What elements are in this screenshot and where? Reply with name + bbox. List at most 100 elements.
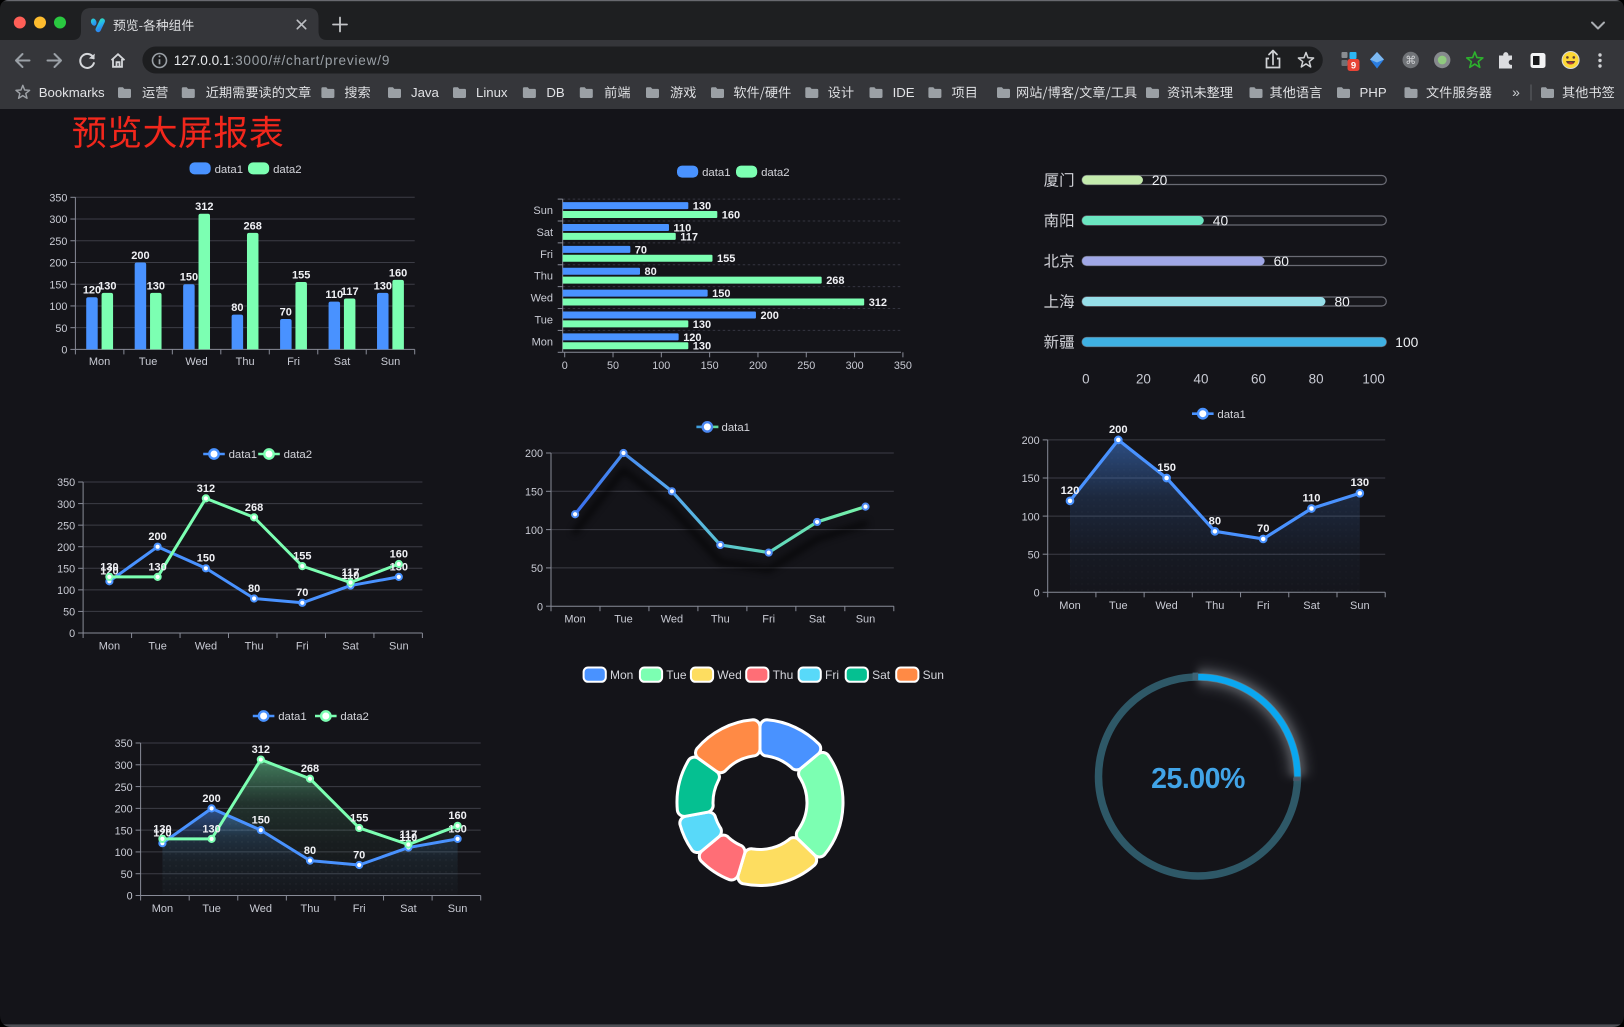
svg-text:130: 130 xyxy=(693,201,711,213)
svg-text:200: 200 xyxy=(131,250,149,262)
svg-text:25.00%: 25.00% xyxy=(1151,763,1245,795)
svg-text:70: 70 xyxy=(353,849,365,861)
svg-text:50: 50 xyxy=(63,607,75,619)
svg-text:20: 20 xyxy=(1152,173,1168,188)
svg-text:50: 50 xyxy=(607,360,619,372)
svg-text:0: 0 xyxy=(127,891,133,903)
svg-text:200: 200 xyxy=(1022,435,1040,447)
svg-text:Sat: Sat xyxy=(872,668,891,682)
svg-text:100: 100 xyxy=(1362,372,1384,387)
svg-text:350: 350 xyxy=(57,477,75,489)
svg-text:Sat: Sat xyxy=(400,903,417,915)
svg-text:70: 70 xyxy=(296,587,308,599)
svg-text:Sun: Sun xyxy=(533,205,553,217)
svg-text:80: 80 xyxy=(1335,295,1351,310)
svg-text:Mon: Mon xyxy=(99,641,120,653)
svg-text:Linux: Linux xyxy=(476,85,508,100)
svg-text:Wed: Wed xyxy=(250,903,272,915)
svg-text:40: 40 xyxy=(1213,214,1229,229)
svg-text:130: 130 xyxy=(693,341,711,353)
svg-text:Java: Java xyxy=(411,85,440,100)
svg-text:350: 350 xyxy=(894,360,912,372)
svg-text:data1: data1 xyxy=(229,449,258,461)
svg-text:200: 200 xyxy=(148,531,166,543)
svg-text:80: 80 xyxy=(248,583,260,595)
svg-text:Sun: Sun xyxy=(856,614,876,626)
svg-text:130: 130 xyxy=(100,561,118,573)
svg-text:268: 268 xyxy=(245,502,263,514)
svg-text:70: 70 xyxy=(1257,523,1269,535)
svg-text:100: 100 xyxy=(1022,511,1040,523)
svg-text:150: 150 xyxy=(57,564,75,576)
svg-text:60: 60 xyxy=(1251,372,1266,387)
svg-text:127.0.0.1:3000/#/chart/preview: 127.0.0.1:3000/#/chart/preview/9 xyxy=(174,53,390,68)
svg-text:50: 50 xyxy=(531,563,543,575)
svg-text:100: 100 xyxy=(49,301,67,313)
svg-text:110: 110 xyxy=(400,832,418,844)
svg-text:120: 120 xyxy=(683,332,701,344)
svg-text:data1: data1 xyxy=(278,711,307,723)
svg-text:155: 155 xyxy=(292,269,310,281)
svg-text:200: 200 xyxy=(49,258,67,270)
svg-text:0: 0 xyxy=(562,360,568,372)
svg-text:50: 50 xyxy=(121,869,133,881)
svg-text:Thu: Thu xyxy=(773,668,794,682)
svg-text:268: 268 xyxy=(301,763,319,775)
svg-text:250: 250 xyxy=(797,360,815,372)
svg-text:120: 120 xyxy=(1061,485,1080,497)
svg-text:250: 250 xyxy=(49,236,67,248)
svg-text:Fri: Fri xyxy=(762,614,775,626)
svg-text:Thu: Thu xyxy=(1205,600,1224,612)
svg-text:Mon: Mon xyxy=(152,903,173,915)
svg-text:150: 150 xyxy=(115,825,133,837)
svg-text:Thu: Thu xyxy=(711,614,730,626)
svg-text:Mon: Mon xyxy=(610,668,633,682)
svg-text:70: 70 xyxy=(635,244,647,256)
svg-text:250: 250 xyxy=(57,520,75,532)
svg-text:data2: data2 xyxy=(273,164,302,176)
svg-text:300: 300 xyxy=(57,499,75,511)
svg-text:117: 117 xyxy=(680,231,698,243)
svg-text:110: 110 xyxy=(674,222,692,234)
svg-text:50: 50 xyxy=(1028,549,1040,561)
svg-text:300: 300 xyxy=(846,360,864,372)
svg-text:130: 130 xyxy=(1350,477,1369,489)
svg-text:Mon: Mon xyxy=(1059,600,1080,612)
svg-text:Thu: Thu xyxy=(301,903,320,915)
svg-text:160: 160 xyxy=(390,548,408,560)
svg-text:Thu: Thu xyxy=(245,641,264,653)
svg-text:Fri: Fri xyxy=(353,903,366,915)
svg-text:DB: DB xyxy=(546,85,565,100)
svg-text:80: 80 xyxy=(304,845,316,857)
svg-text:Sat: Sat xyxy=(1303,600,1320,612)
svg-text:Fri: Fri xyxy=(287,356,300,368)
svg-text:312: 312 xyxy=(197,483,215,495)
svg-text:Tue: Tue xyxy=(148,641,167,653)
svg-text:Wed: Wed xyxy=(531,293,553,305)
svg-text:data2: data2 xyxy=(340,711,369,723)
svg-text:350: 350 xyxy=(49,193,67,205)
svg-text:Tue: Tue xyxy=(139,356,158,368)
svg-text:70: 70 xyxy=(280,306,292,318)
svg-text:150: 150 xyxy=(701,360,719,372)
svg-text:200: 200 xyxy=(525,448,543,460)
svg-text:Wed: Wed xyxy=(661,614,683,626)
svg-text:150: 150 xyxy=(525,487,543,499)
svg-text:150: 150 xyxy=(712,288,730,300)
svg-text:268: 268 xyxy=(244,220,262,232)
svg-text:Fri: Fri xyxy=(825,668,839,682)
svg-text:data2: data2 xyxy=(761,167,790,179)
svg-text:130: 130 xyxy=(153,823,171,835)
svg-text:312: 312 xyxy=(869,297,887,309)
svg-text:Sun: Sun xyxy=(448,903,468,915)
svg-text:Fri: Fri xyxy=(1257,600,1270,612)
svg-text:150: 150 xyxy=(197,553,215,565)
svg-text:117: 117 xyxy=(342,567,360,579)
svg-text:Tue: Tue xyxy=(614,614,633,626)
svg-text:155: 155 xyxy=(717,253,735,265)
svg-text:80: 80 xyxy=(1309,372,1324,387)
svg-text:200: 200 xyxy=(1109,424,1128,436)
svg-text:150: 150 xyxy=(1157,462,1176,474)
svg-text:250: 250 xyxy=(115,782,133,794)
svg-text:300: 300 xyxy=(115,760,133,772)
